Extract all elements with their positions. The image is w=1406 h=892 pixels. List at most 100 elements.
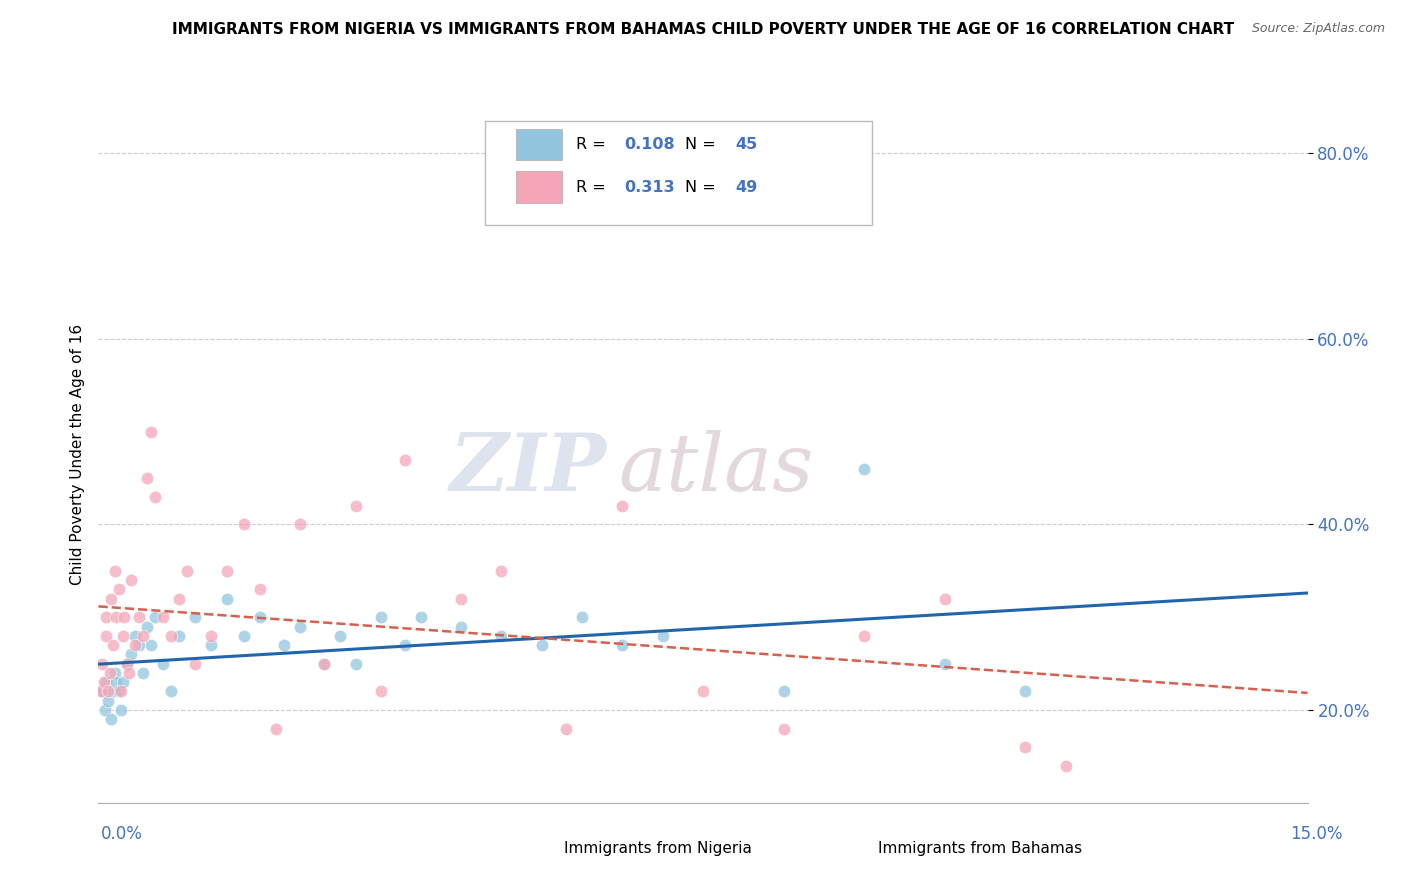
Point <box>132 665 155 680</box>
Point <box>1014 684 1036 698</box>
Point <box>184 657 207 671</box>
Point <box>152 657 174 671</box>
Point <box>314 657 336 671</box>
Point <box>103 564 125 578</box>
Point <box>530 638 553 652</box>
Point <box>232 517 254 532</box>
Point <box>184 610 207 624</box>
Point <box>152 610 174 624</box>
Text: N =: N = <box>685 137 721 153</box>
Point <box>288 619 311 633</box>
Point <box>135 619 157 633</box>
FancyBboxPatch shape <box>516 171 561 202</box>
Point <box>450 619 472 633</box>
Text: 0.108: 0.108 <box>624 137 675 153</box>
Point <box>105 610 128 624</box>
Text: ZIP: ZIP <box>450 430 606 508</box>
Point <box>110 684 132 698</box>
Point <box>176 564 198 578</box>
Point <box>450 591 472 606</box>
Point <box>143 490 166 504</box>
Point <box>96 675 118 690</box>
Y-axis label: Child Poverty Under the Age of 16: Child Poverty Under the Age of 16 <box>69 325 84 585</box>
Point <box>1054 758 1077 772</box>
Point <box>934 591 956 606</box>
Point <box>409 610 432 624</box>
Text: R =: R = <box>576 137 612 153</box>
Point <box>772 722 794 736</box>
Text: Immigrants from Bahamas: Immigrants from Bahamas <box>879 841 1083 856</box>
Point <box>101 684 124 698</box>
Point <box>344 499 367 513</box>
Point <box>97 684 120 698</box>
Point <box>107 582 129 597</box>
Text: 0.0%: 0.0% <box>101 825 143 843</box>
Point <box>651 629 673 643</box>
Point <box>612 499 634 513</box>
Point <box>100 712 122 726</box>
Text: 15.0%: 15.0% <box>1291 825 1343 843</box>
Point <box>103 665 125 680</box>
Point <box>232 629 254 643</box>
Point <box>107 684 129 698</box>
Point <box>249 610 271 624</box>
Point <box>1014 740 1036 755</box>
Point <box>120 573 142 587</box>
Point <box>120 648 142 662</box>
Point <box>97 694 120 708</box>
Point <box>167 591 190 606</box>
Point <box>98 665 121 680</box>
Point <box>344 657 367 671</box>
Point <box>115 657 138 671</box>
Point <box>91 657 114 671</box>
Point <box>160 629 183 643</box>
Text: 45: 45 <box>735 137 758 153</box>
Point <box>124 638 146 652</box>
Point <box>555 722 578 736</box>
Point <box>249 582 271 597</box>
Point <box>93 675 115 690</box>
Point <box>124 629 146 643</box>
Point <box>217 591 239 606</box>
Point <box>143 610 166 624</box>
Text: R =: R = <box>576 180 612 194</box>
Point <box>167 629 190 643</box>
Point <box>853 629 876 643</box>
Point <box>200 629 222 643</box>
Point <box>90 684 112 698</box>
Point <box>112 610 135 624</box>
Text: Immigrants from Nigeria: Immigrants from Nigeria <box>564 841 752 856</box>
Text: IMMIGRANTS FROM NIGERIA VS IMMIGRANTS FROM BAHAMAS CHILD POVERTY UNDER THE AGE O: IMMIGRANTS FROM NIGERIA VS IMMIGRANTS FR… <box>172 22 1234 37</box>
Point <box>128 638 150 652</box>
Text: N =: N = <box>685 180 721 194</box>
Point <box>288 517 311 532</box>
Point <box>394 452 416 467</box>
Point <box>314 657 336 671</box>
Point <box>571 610 593 624</box>
Point <box>934 657 956 671</box>
Text: 49: 49 <box>735 180 758 194</box>
FancyBboxPatch shape <box>509 836 551 862</box>
Point <box>273 638 295 652</box>
Point <box>94 629 117 643</box>
Point <box>329 629 352 643</box>
Point <box>128 610 150 624</box>
FancyBboxPatch shape <box>485 121 872 226</box>
Point <box>139 425 162 439</box>
Text: atlas: atlas <box>619 430 814 508</box>
Point <box>91 684 114 698</box>
Point <box>132 629 155 643</box>
Point <box>94 703 117 717</box>
Point <box>135 471 157 485</box>
Point <box>394 638 416 652</box>
Point <box>139 638 162 652</box>
Point <box>101 638 124 652</box>
Point <box>370 610 392 624</box>
Point <box>160 684 183 698</box>
Point <box>118 665 141 680</box>
Point <box>111 629 134 643</box>
Point <box>100 591 122 606</box>
Text: Source: ZipAtlas.com: Source: ZipAtlas.com <box>1251 22 1385 36</box>
Point <box>370 684 392 698</box>
Text: 0.313: 0.313 <box>624 180 675 194</box>
